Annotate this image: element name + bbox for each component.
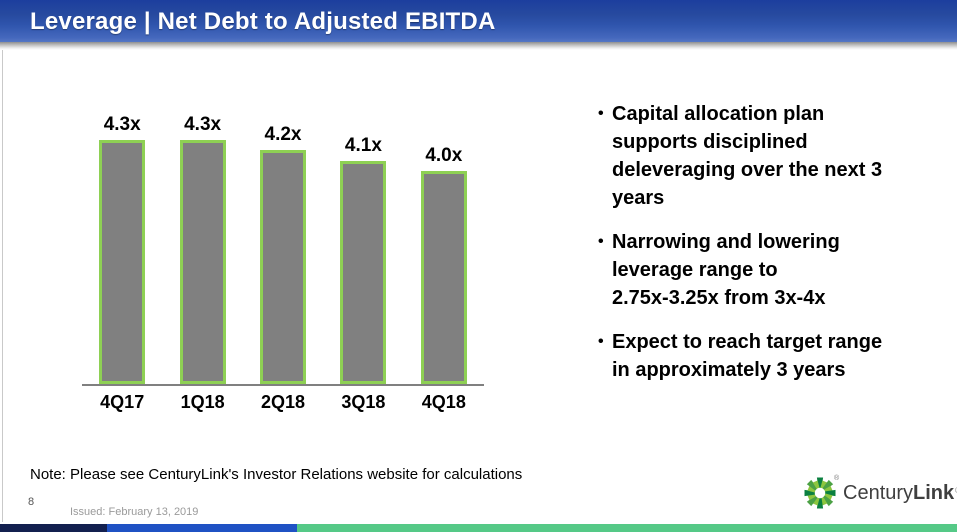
logo-registered-mark: ®	[955, 486, 957, 495]
footer-strip-navy	[0, 524, 107, 532]
bar-value-label: 4.2x	[264, 124, 302, 145]
logo-wordmark: CenturyLink®	[843, 482, 957, 505]
bullet-dot-icon: •	[598, 105, 604, 122]
bullet-item: • Narrowing and lowering leverage range t…	[598, 228, 928, 312]
bullet-list: • Capital allocation plan supports discip…	[598, 100, 928, 400]
left-edge-line	[2, 50, 3, 522]
x-axis-tick-label: 3Q18	[341, 392, 386, 412]
bar-column: 4.2x	[243, 100, 323, 384]
x-axis-tick-label: 4Q17	[100, 392, 145, 412]
slide-title: Leverage | Net Debt to Adjusted EBITDA	[30, 8, 496, 35]
bar-column: 4.1x	[323, 100, 403, 384]
bar	[179, 140, 226, 384]
bar-value-label: 4.3x	[103, 114, 141, 135]
bar	[260, 150, 307, 384]
x-axis-line	[82, 384, 484, 386]
bar-chart: 4.3x 4.3x 4.2x 4.1x 4.0x 4Q17 1Q1	[82, 100, 484, 422]
bar-column: 4.0x	[404, 100, 484, 384]
bar-value-label: 4.0x	[425, 145, 463, 166]
note-text: Note: Please see CenturyLink's Investor …	[30, 466, 523, 483]
bullet-item: • Expect to reach target range in approxi…	[598, 328, 928, 384]
x-axis-tick-label: 4Q18	[421, 392, 466, 412]
logo-word-link: Link	[913, 481, 955, 504]
footer-strip-green	[297, 524, 957, 532]
chart-plot-area: 4.3x 4.3x 4.2x 4.1x 4.0x	[82, 100, 484, 384]
bar	[420, 171, 467, 384]
bar-column: 4.3x	[82, 100, 162, 384]
title-bar: Leverage | Net Debt to Adjusted EBITDA	[0, 0, 957, 42]
logo-word-century: Century	[843, 481, 914, 504]
x-axis-tick-label: 2Q18	[260, 392, 306, 412]
bullet-text: Capital allocation plan supports discipl…	[612, 103, 883, 209]
bar-value-label: 4.1x	[344, 135, 382, 156]
bullet-dot-icon: •	[598, 233, 604, 250]
bullet-text: Narrowing and lowering leverage range to…	[612, 231, 840, 309]
title-bar-shadow	[0, 42, 957, 50]
bar	[99, 140, 146, 384]
bar-value-label: 4.3x	[184, 114, 222, 135]
bar-column: 4.3x	[162, 100, 242, 384]
footer-strip-blue	[107, 524, 297, 532]
bullet-text: Expect to reach target range in approxim…	[612, 331, 883, 381]
issued-date: Issued: February 13, 2019	[70, 506, 199, 518]
starburst-icon	[804, 477, 836, 509]
footer-strip	[0, 524, 957, 532]
x-axis-tick-label: 1Q18	[180, 392, 225, 412]
bullet-dot-icon: •	[598, 333, 604, 350]
bullet-item: • Capital allocation plan supports discip…	[598, 100, 928, 212]
registered-mark-icon: ®	[834, 475, 840, 482]
bar	[340, 161, 387, 384]
x-axis-labels: 4Q17 1Q18 2Q18 3Q18 4Q18	[82, 392, 484, 413]
centurylink-logo: ® CenturyLink®	[803, 475, 957, 510]
page-number: 8	[28, 496, 35, 508]
